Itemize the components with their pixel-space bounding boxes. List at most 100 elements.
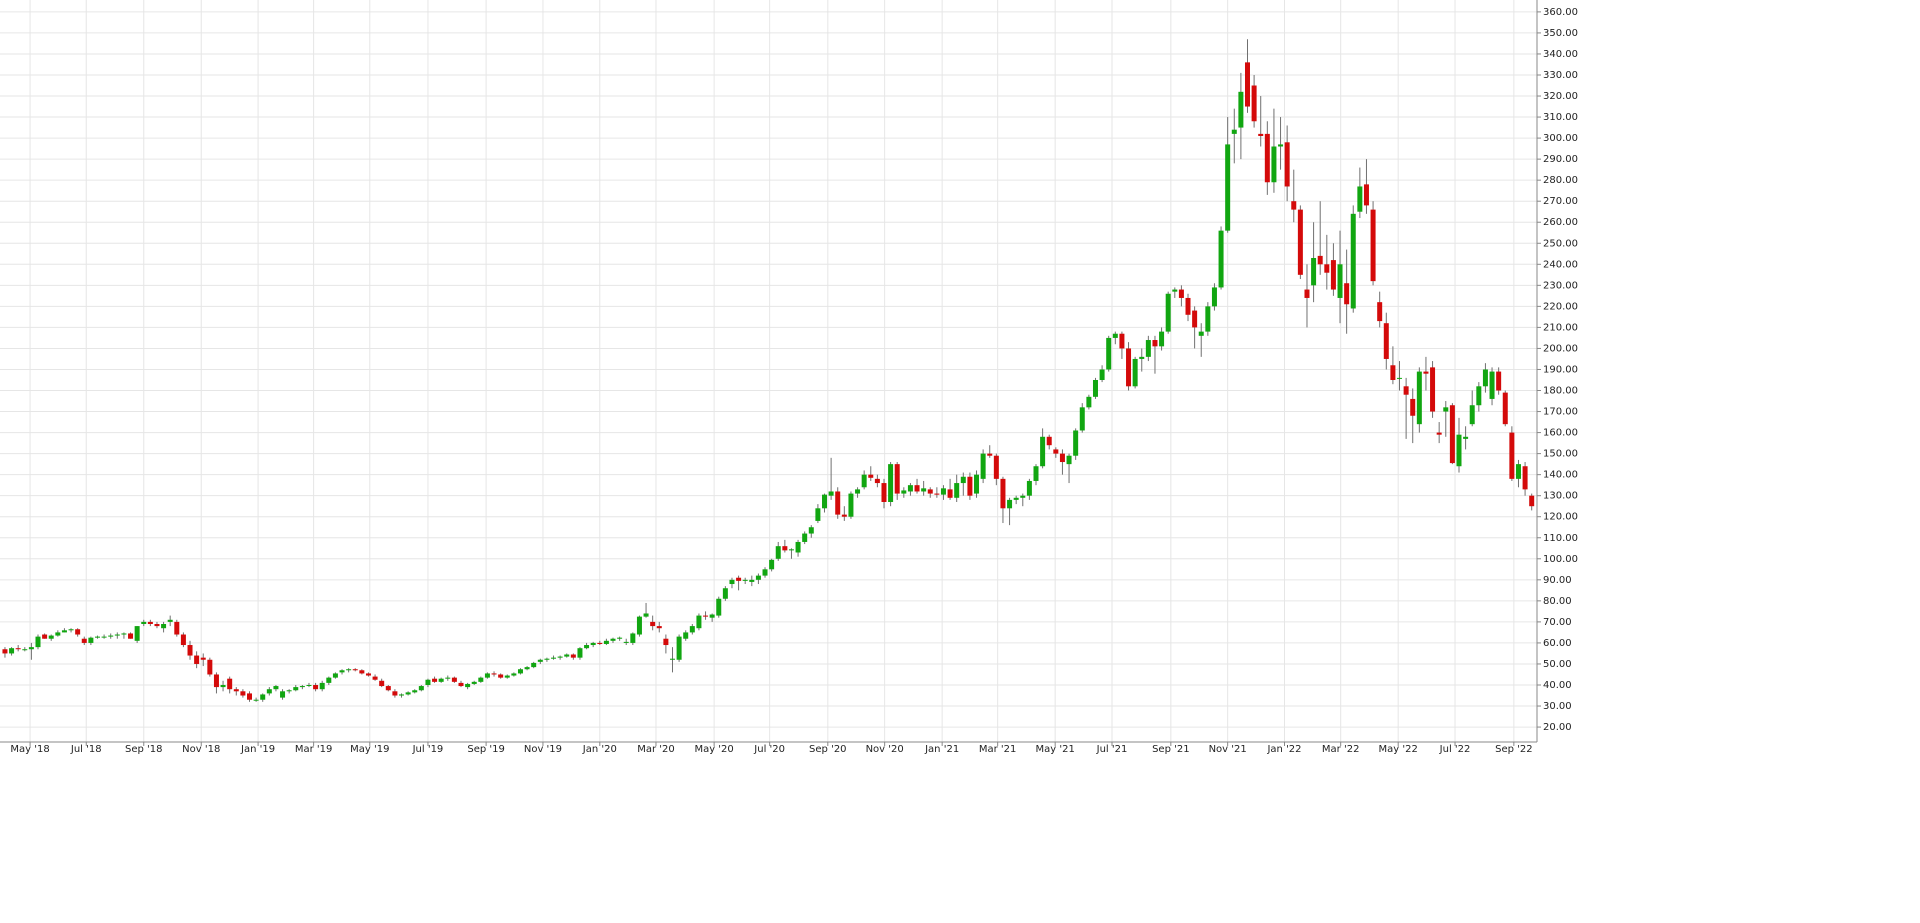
candle-body	[749, 579, 755, 582]
candle-body	[1449, 405, 1455, 464]
candle-body	[1357, 186, 1363, 212]
candle-body	[121, 633, 127, 635]
candle-body	[1046, 436, 1052, 446]
candle-body	[980, 453, 986, 479]
candle-body	[802, 533, 808, 542]
candle-body	[901, 490, 907, 494]
candle-body	[1324, 264, 1330, 273]
y-tick-label: 220.00	[1543, 301, 1578, 312]
candle-body	[286, 690, 292, 692]
candle-body	[1092, 379, 1098, 397]
x-tick-label: May '20	[694, 744, 733, 755]
candle-body	[61, 630, 67, 633]
candle-body	[881, 483, 887, 502]
candle-body	[498, 674, 504, 678]
candle-body	[405, 692, 411, 695]
candle-body	[339, 670, 345, 673]
candle-body	[828, 491, 834, 496]
candle-body	[1284, 142, 1290, 187]
y-tick-label: 120.00	[1543, 512, 1578, 523]
candle-body	[993, 455, 999, 479]
candle-body	[194, 655, 200, 664]
candle-body	[1086, 396, 1092, 408]
y-tick-label: 150.00	[1543, 449, 1578, 460]
candle-body	[1383, 323, 1389, 359]
candle-body	[894, 464, 900, 494]
candle-body	[379, 680, 385, 687]
x-tick-label: Nov '19	[524, 744, 562, 755]
candle-body	[233, 689, 239, 692]
y-tick-label: 180.00	[1543, 386, 1578, 397]
y-tick-label: 290.00	[1543, 154, 1578, 165]
candle-body	[1139, 356, 1145, 359]
candle-body	[927, 489, 933, 494]
candle-body	[934, 493, 940, 495]
candle-body	[954, 483, 960, 498]
candle-body	[1515, 464, 1521, 479]
candle-body	[848, 493, 854, 517]
candle-body	[1390, 365, 1396, 380]
candle-body	[359, 670, 365, 674]
candle-body	[808, 527, 814, 534]
candle-body	[584, 645, 590, 649]
candle-body	[365, 673, 371, 676]
x-tick-label: May '18	[10, 744, 49, 755]
candle-body	[531, 662, 537, 668]
candle-body	[1159, 331, 1165, 347]
x-tick-label: Jan '22	[1266, 744, 1301, 755]
candle-body	[623, 641, 629, 643]
candle-body	[372, 676, 378, 680]
candle-body	[1436, 432, 1442, 435]
candle-body	[207, 659, 213, 675]
candle-body	[1423, 371, 1429, 374]
candle-body	[438, 678, 444, 682]
candle-body	[1430, 367, 1436, 412]
candle-body	[676, 636, 682, 660]
candle-body	[1040, 436, 1046, 467]
candle-body	[1218, 230, 1224, 288]
y-tick-label: 270.00	[1543, 196, 1578, 207]
candle-body	[326, 677, 332, 683]
candle-body	[306, 684, 312, 686]
candle-body	[412, 690, 418, 693]
candle-body	[669, 658, 675, 660]
candle-body	[1238, 91, 1244, 128]
candle-body	[22, 649, 28, 651]
candle-body	[346, 669, 352, 671]
y-tick-label: 30.00	[1543, 701, 1572, 712]
y-tick-label: 20.00	[1543, 722, 1572, 733]
candle-body	[590, 642, 596, 646]
candle-body	[1456, 434, 1462, 467]
candle-body	[399, 694, 405, 696]
candle-body	[147, 621, 153, 624]
candle-body	[1211, 287, 1217, 307]
candle-body	[960, 476, 966, 484]
candle-body	[1079, 407, 1085, 431]
candle-body	[1397, 377, 1403, 379]
candle-body	[1482, 369, 1488, 387]
candle-body	[1225, 144, 1231, 231]
candle-body	[716, 598, 722, 616]
candle-body	[564, 654, 570, 657]
x-tick-label: May '21	[1036, 744, 1075, 755]
candle-body	[392, 691, 398, 696]
x-tick-label: Jul '18	[70, 744, 102, 755]
candle-body	[35, 636, 41, 648]
candle-body	[187, 645, 193, 656]
x-tick-label: Mar '20	[637, 744, 675, 755]
candle-body	[1132, 358, 1138, 387]
candle-body	[841, 514, 847, 517]
candle-body	[742, 579, 748, 581]
x-tick-label: Jan '21	[924, 744, 959, 755]
candle-body	[9, 648, 15, 654]
candle-body	[722, 588, 728, 599]
candle-body	[108, 635, 114, 637]
candle-body	[1007, 499, 1013, 509]
candle-body	[617, 637, 623, 639]
candle-body	[1403, 386, 1409, 395]
candle-body	[603, 640, 609, 644]
y-tick-label: 90.00	[1543, 575, 1572, 586]
candle-body	[551, 657, 557, 659]
candle-body	[1271, 146, 1277, 183]
candle-body	[861, 474, 867, 488]
